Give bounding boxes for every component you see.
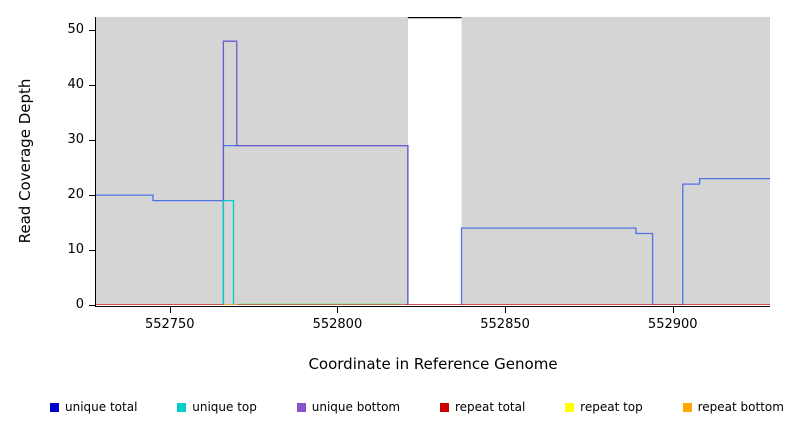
x-tick-label: 552900 [647, 317, 698, 332]
legend-item: unique top [177, 400, 257, 414]
legend-swatch-icon [565, 402, 575, 412]
legend-item: unique total [50, 400, 137, 414]
y-axis-title: Read Coverage Depth [16, 78, 34, 244]
legend: unique total unique top unique bottom repea… [50, 400, 784, 414]
legend-label: unique top [192, 400, 257, 414]
legend-label: unique bottom [311, 400, 401, 414]
plot-svg [96, 17, 770, 305]
y-tick-label: 30 [67, 132, 84, 148]
x-tick-mark [505, 306, 507, 313]
x-tick-mark [672, 306, 674, 313]
x-tick-label: 552800 [312, 317, 363, 332]
y-tick-label: 10 [67, 242, 84, 258]
shaded-region [96, 17, 408, 305]
legend-swatch-icon [50, 402, 59, 412]
y-tick-mark [89, 85, 96, 87]
series-unique-total [96, 144, 770, 305]
legend-item: repeat bottom [682, 400, 784, 414]
y-tick-mark [89, 250, 96, 252]
x-tick-label: 552750 [144, 317, 195, 332]
shaded-region [461, 17, 770, 305]
legend-swatch-icon [682, 402, 692, 412]
y-tick-mark [89, 140, 96, 142]
legend-swatch-icon [177, 402, 187, 412]
y-tick-label: 20 [67, 187, 84, 203]
y-tick-label: 40 [67, 77, 84, 93]
y-tick-label: 0 [75, 297, 84, 312]
y-axis-line [95, 17, 96, 307]
legend-swatch-icon [296, 402, 306, 412]
legend-item: unique bottom [296, 400, 401, 414]
x-tick-mark [169, 306, 171, 313]
legend-label: repeat top [580, 400, 643, 414]
legend-label: repeat bottom [697, 400, 784, 414]
legend-item: repeat total [439, 400, 526, 414]
y-tick-label: 50 [67, 22, 84, 38]
y-tick-mark [89, 305, 96, 306]
y-tick-mark [89, 30, 96, 32]
x-tick-label: 552850 [480, 317, 530, 332]
y-tick-mark [89, 195, 96, 197]
series-unique-top [222, 199, 235, 305]
series-unique-bottom [222, 40, 409, 305]
x-tick-mark [337, 306, 339, 313]
x-axis-line [96, 306, 770, 307]
legend-label: unique total [65, 400, 138, 414]
legend-label: repeat total [454, 400, 526, 414]
legend-swatch-icon [439, 402, 449, 412]
plot-area [96, 17, 770, 305]
x-axis-title: Coordinate in Reference Genome [308, 355, 558, 373]
legend-item: repeat top [565, 400, 643, 414]
